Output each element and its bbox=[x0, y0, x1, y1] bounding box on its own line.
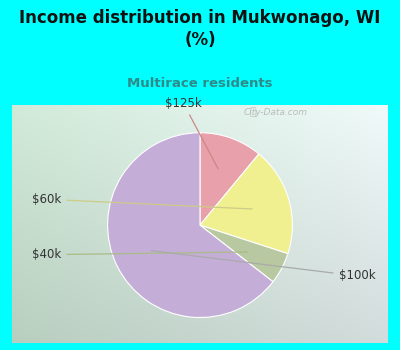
Text: Income distribution in Mukwonago, WI
(%): Income distribution in Mukwonago, WI (%) bbox=[19, 9, 381, 49]
Text: Multirace residents: Multirace residents bbox=[127, 77, 273, 90]
Text: City-Data.com: City-Data.com bbox=[244, 108, 308, 117]
Text: $125k: $125k bbox=[165, 97, 218, 169]
Wedge shape bbox=[200, 133, 259, 225]
Text: $60k: $60k bbox=[32, 193, 252, 209]
Wedge shape bbox=[200, 225, 288, 282]
Text: ⓘ: ⓘ bbox=[249, 107, 256, 117]
Text: $40k: $40k bbox=[32, 248, 248, 261]
Wedge shape bbox=[200, 154, 292, 254]
Text: $100k: $100k bbox=[151, 251, 375, 282]
Wedge shape bbox=[108, 133, 273, 317]
